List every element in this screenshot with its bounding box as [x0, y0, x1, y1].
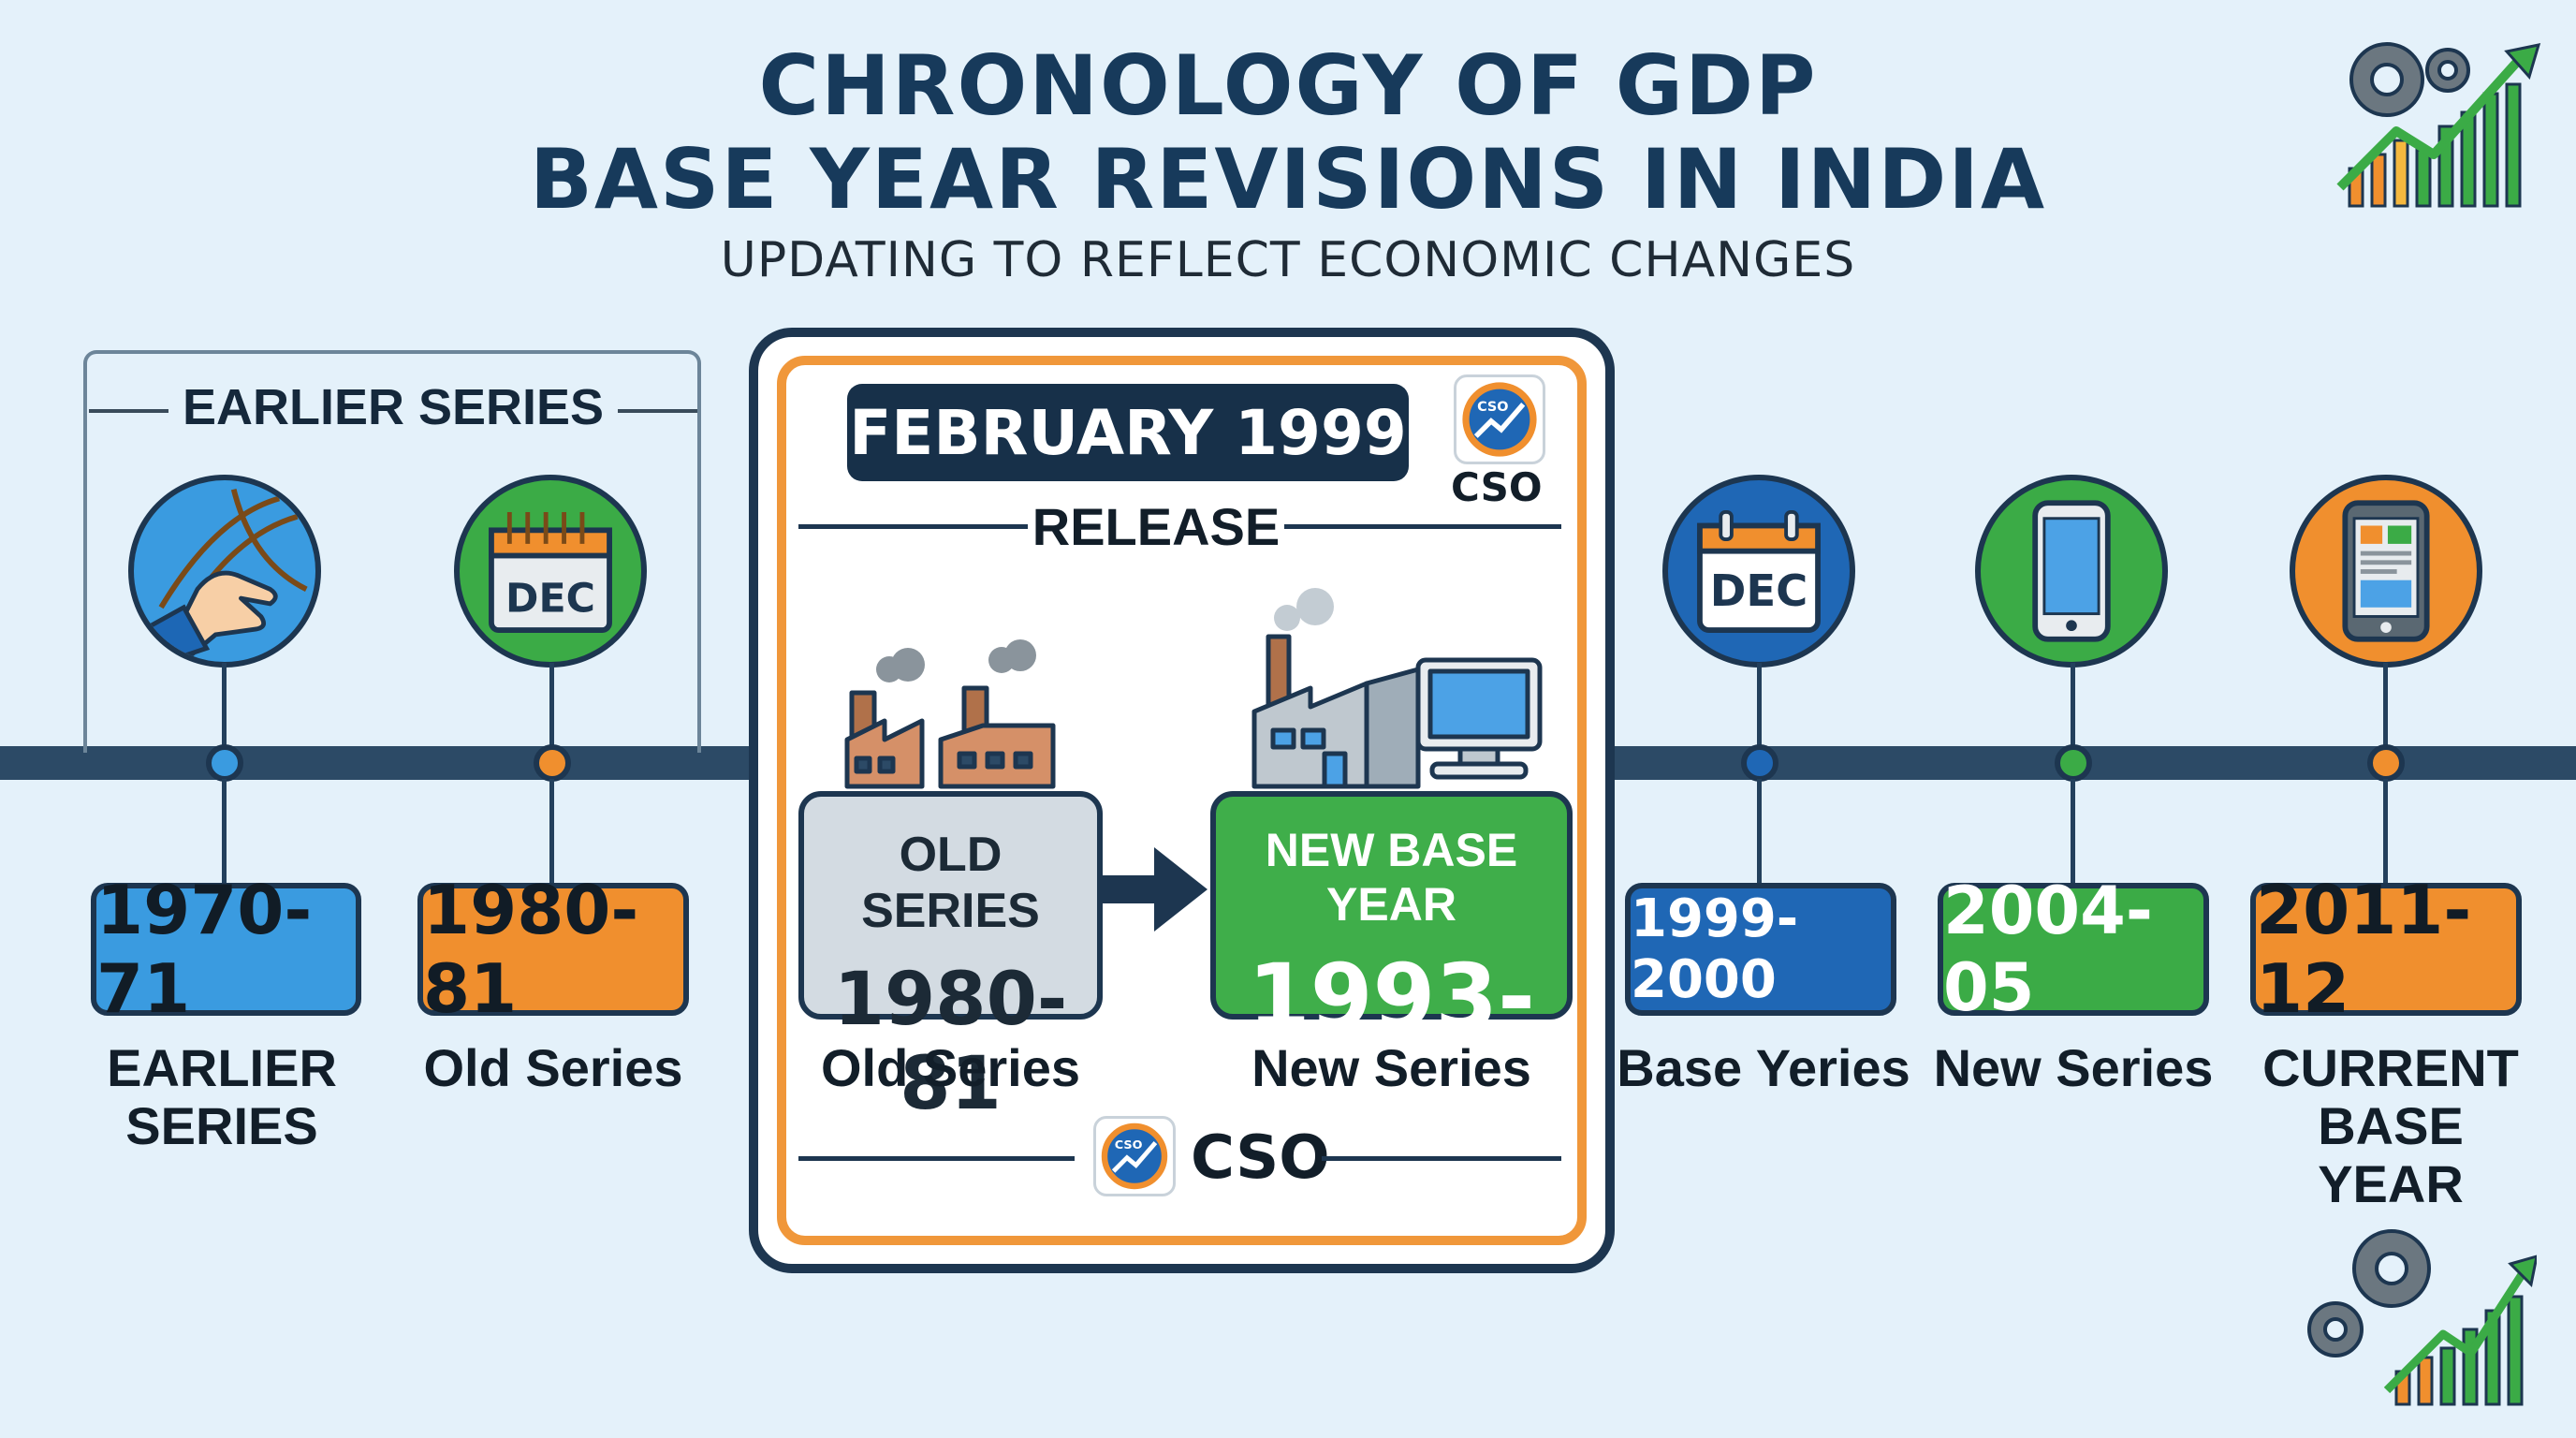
- timeline-stem: [2383, 663, 2388, 752]
- old-series-caption: Old Series: [820, 1038, 1081, 1097]
- caption-current-base-year: CURRENT BASE YEAR: [2241, 1039, 2540, 1213]
- caption-line: New Series: [1933, 1038, 2214, 1097]
- caption-line: BASE YEAR: [2318, 1096, 2464, 1213]
- timeline-node: [2055, 744, 2092, 782]
- gears-growth-chart-icon: [2303, 1217, 2539, 1414]
- timeline-stem: [1757, 779, 1762, 884]
- bracket-rule-left: [89, 409, 192, 413]
- caption-earlier-series: EARLIER SERIES: [81, 1039, 362, 1155]
- new-base-year-box: NEW BASE YEAR 1993-94: [1210, 791, 1573, 1154]
- cso-label: CSO: [1451, 464, 1543, 510]
- caption-line: CURRENT: [2262, 1038, 2519, 1097]
- old-series-heading: OLD SERIES: [861, 828, 1040, 938]
- timeline-node: [206, 744, 243, 782]
- release-panel-border: [777, 356, 1587, 1245]
- tablet-icon: [2290, 475, 2482, 668]
- earlier-series-bracket: [83, 350, 701, 753]
- year-box-2011-12: 2011-12: [2250, 871, 2522, 1028]
- timeline-stem: [2383, 779, 2388, 884]
- timeline-node: [2367, 744, 2405, 782]
- svg-text:DEC: DEC: [1710, 565, 1808, 616]
- cso-logo-icon: CSO: [1093, 1116, 1176, 1196]
- cso-logo-icon: CSO: [1454, 374, 1545, 464]
- timeline-node: [534, 744, 571, 782]
- smartphone-icon: [1975, 475, 2168, 668]
- subtitle: UPDATING TO REFLECT ECONOMIC CHANGES: [720, 232, 1856, 288]
- timeline-stem: [2071, 663, 2075, 752]
- footer-rule-left: [798, 1156, 1075, 1161]
- release-rule-right: [1284, 524, 1561, 529]
- svg-text:CSO: CSO: [1477, 400, 1508, 415]
- old-factory-icon: [833, 637, 1067, 791]
- timeline-stem: [2071, 779, 2075, 884]
- caption-base-yeries: Base Yeries: [1616, 1039, 1911, 1097]
- timeline-stem: [222, 779, 227, 884]
- year-box-1980-81: 1980-81: [417, 871, 689, 1028]
- footer-cso-label: CSO: [1191, 1123, 1330, 1193]
- footer-rule-right: [1322, 1156, 1561, 1161]
- title-line-2: BASE YEAR REVISIONS IN INDIA: [529, 131, 2047, 227]
- old-series-year: 1980-81: [833, 958, 1068, 1126]
- new-base-year-heading: NEW BASE YEAR: [1265, 824, 1518, 931]
- timeline-stem: [222, 663, 227, 752]
- caption-line: Base Yeries: [1617, 1038, 1910, 1097]
- bracket-rule-right: [594, 409, 697, 413]
- year-box-1970-71: 1970-71: [91, 871, 361, 1028]
- year-box-2004-05: 2004-05: [1938, 873, 2209, 1026]
- caption-new-series: New Series: [1928, 1039, 2218, 1097]
- caption-line: EARLIER: [107, 1038, 337, 1097]
- new-base-year-value: 1993-94: [1247, 945, 1536, 1154]
- svg-text:CSO: CSO: [1115, 1138, 1143, 1152]
- svg-text:DEC: DEC: [505, 576, 595, 623]
- hands-weaving-icon: [128, 475, 321, 668]
- new-series-caption: New Series: [1251, 1038, 1531, 1097]
- timeline-stem: [549, 663, 554, 752]
- caption-old-series: Old Series: [399, 1039, 708, 1097]
- arrow-right-icon: [1103, 847, 1208, 932]
- timeline-stem: [549, 779, 554, 884]
- timeline-stem: [1757, 663, 1762, 752]
- modern-factory-computer-icon: [1245, 580, 1554, 791]
- calendar-dec-icon: DEC: [454, 475, 647, 668]
- timeline-node: [1741, 744, 1778, 782]
- caption-line: SERIES: [125, 1096, 318, 1155]
- release-date-badge: FEBRUARY 1999: [847, 384, 1409, 481]
- earlier-series-label: EARLIER SERIES: [168, 374, 618, 440]
- old-series-box: OLD SERIES 1980-81: [798, 791, 1103, 1126]
- gears-growth-chart-icon: [2331, 28, 2546, 215]
- release-label: RELEASE: [1032, 497, 1281, 556]
- release-rule-left: [798, 524, 1028, 529]
- caption-line: Old Series: [423, 1038, 683, 1097]
- calendar-dec-icon: DEC: [1662, 475, 1855, 668]
- year-box-1999-2000: 1999-2000: [1625, 883, 1896, 1016]
- title-line-1: CHRONOLOGY OF GDP: [758, 37, 1818, 134]
